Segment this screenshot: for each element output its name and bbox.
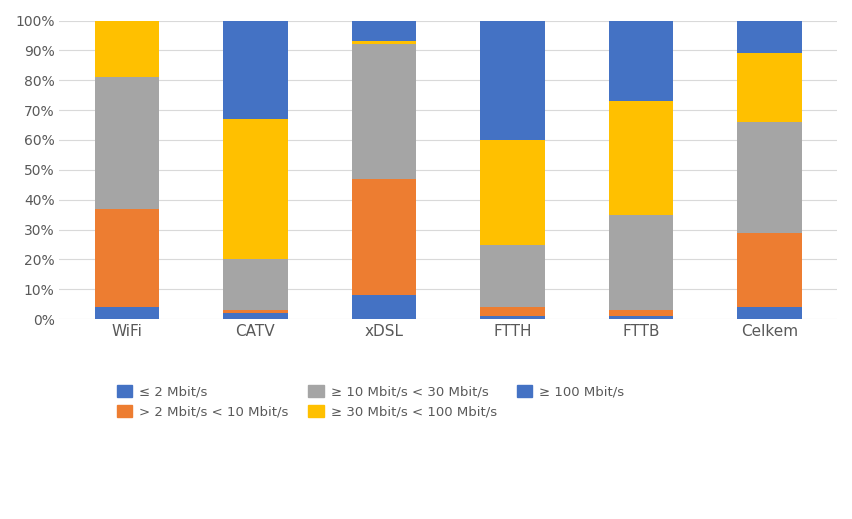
Bar <box>737 122 802 233</box>
Bar <box>223 313 287 319</box>
Legend: ≤ 2 Mbit/s, > 2 Mbit/s < 10 Mbit/s, ≥ 10 Mbit/s < 30 Mbit/s, ≥ 30 Mbit/s < 100 M: ≤ 2 Mbit/s, > 2 Mbit/s < 10 Mbit/s, ≥ 10… <box>112 379 630 424</box>
Bar <box>223 260 287 310</box>
Bar <box>609 215 673 310</box>
Bar <box>223 310 287 313</box>
Bar <box>737 20 802 53</box>
Bar <box>737 307 802 319</box>
Bar <box>481 244 544 307</box>
Bar <box>223 20 287 119</box>
Bar <box>737 53 802 122</box>
Bar <box>95 209 159 307</box>
Bar <box>95 307 159 319</box>
Bar <box>352 42 416 45</box>
Bar <box>481 307 544 316</box>
Bar <box>609 20 673 101</box>
Bar <box>95 77 159 209</box>
Bar <box>481 20 544 140</box>
Bar <box>352 179 416 295</box>
Bar <box>352 45 416 179</box>
Bar <box>481 140 544 244</box>
Bar <box>95 20 159 77</box>
Bar <box>352 20 416 42</box>
Bar <box>481 316 544 319</box>
Bar <box>609 316 673 319</box>
Bar <box>352 295 416 319</box>
Bar <box>737 233 802 307</box>
Bar <box>609 101 673 215</box>
Bar <box>609 310 673 316</box>
Bar <box>223 119 287 260</box>
